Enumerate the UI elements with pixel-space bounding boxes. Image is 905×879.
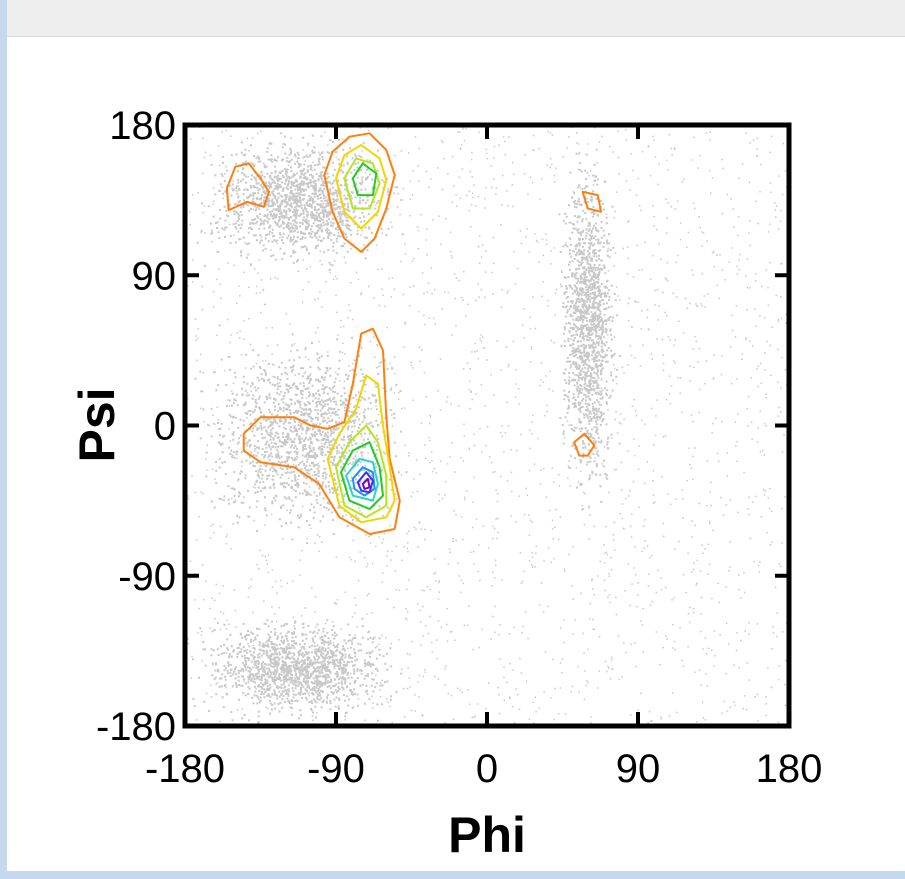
scatter-cloud-alpha-left [558, 148, 621, 511]
x-tick-labels: -180 -90 0 90 180 [145, 747, 822, 791]
scatter-background [185, 125, 791, 728]
y-tick-label-3: 90 [132, 254, 177, 298]
axis-ticks [183, 123, 791, 728]
contour-level-4-4 [351, 162, 378, 197]
x-tick-label-4: 180 [756, 747, 823, 791]
y-tick-label-2: 0 [154, 405, 176, 449]
x-tick-label-2: 0 [476, 747, 498, 791]
contour-level-2-7 [326, 374, 396, 524]
x-tick-label-0: -180 [145, 747, 225, 791]
window-bottom-border [0, 871, 905, 879]
window-left-border [0, 0, 7, 879]
contour-level-1-5 [581, 190, 603, 213]
y-tick-labels: -180 -90 0 90 180 [96, 104, 176, 749]
window-top-divider [7, 36, 905, 37]
contour-level-1-1 [323, 132, 396, 253]
contour-lines [225, 132, 603, 535]
scatter-cloud-alpha-right [194, 324, 408, 545]
contour-level-2-2 [335, 144, 388, 230]
contour-level-3-3 [343, 157, 381, 210]
y-tick-label-1: -90 [118, 555, 176, 599]
contour-level-3-8 [335, 424, 388, 519]
y-axis-title: Psi [69, 387, 125, 462]
scatter-cloud-bottom [191, 617, 403, 724]
scatter-points [185, 125, 791, 728]
contour-level-5-10 [345, 457, 379, 502]
contour-level-6-11 [351, 466, 376, 497]
x-axis-title: Phi [448, 807, 526, 863]
window-top-band [7, 0, 905, 36]
contour-level-4-9 [340, 441, 384, 510]
contour-level-1-6 [242, 327, 401, 535]
y-tick-label-0: -180 [96, 705, 176, 749]
contour-level-1-0 [225, 162, 270, 212]
x-tick-label-1: -90 [307, 747, 365, 791]
x-tick-label-3: 90 [616, 747, 661, 791]
contour-level-7-12 [356, 471, 374, 494]
y-tick-label-4: 180 [109, 104, 176, 148]
contour-level-1-14 [573, 432, 596, 457]
scatter-cloud-beta [196, 132, 404, 271]
contour-level-8-13 [361, 477, 371, 490]
